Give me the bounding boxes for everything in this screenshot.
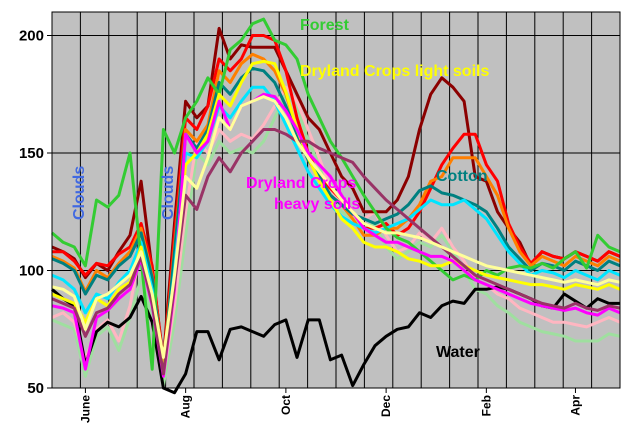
label-clouds-1: Clouds bbox=[71, 166, 88, 220]
label-dryland-light: Dryland Crops light soils bbox=[300, 63, 489, 80]
label-forest: Forest bbox=[300, 17, 350, 34]
plot-frame bbox=[51, 11, 621, 389]
label-dryland-heavy-1: Dryland Crops bbox=[246, 175, 356, 192]
x-tick-label: Apr bbox=[569, 395, 583, 416]
y-tick-label: 200 bbox=[19, 28, 44, 45]
x-tick-label: Aug bbox=[179, 395, 193, 418]
series-line-9 bbox=[51, 17, 621, 371]
y-tick-label: 50 bbox=[27, 380, 44, 397]
x-tick-label: Dec bbox=[379, 395, 393, 417]
label-cotton: Cotton bbox=[436, 168, 488, 185]
series-line-12 bbox=[51, 128, 621, 376]
label-water: Water bbox=[436, 344, 480, 361]
series-line-7 bbox=[51, 66, 621, 371]
x-tick-label: Oct bbox=[279, 395, 293, 415]
series-layer bbox=[51, 17, 621, 395]
x-tick-label: June bbox=[78, 395, 92, 423]
annotations: Forest Dryland Crops light soils Cotton … bbox=[71, 17, 489, 361]
x-axis: June Aug Oct Dec Feb Apr bbox=[78, 388, 583, 423]
y-tick-label: 100 bbox=[19, 263, 44, 280]
x-tick-label: Feb bbox=[479, 395, 493, 416]
series-line-13 bbox=[51, 95, 621, 359]
label-dryland-heavy-2: heavy soils bbox=[274, 196, 360, 213]
y-tick-label: 150 bbox=[19, 145, 44, 162]
y-axis: 50 100 150 200 bbox=[19, 28, 52, 397]
series-line-1 bbox=[51, 92, 621, 388]
label-clouds-2: Clouds bbox=[160, 166, 177, 220]
